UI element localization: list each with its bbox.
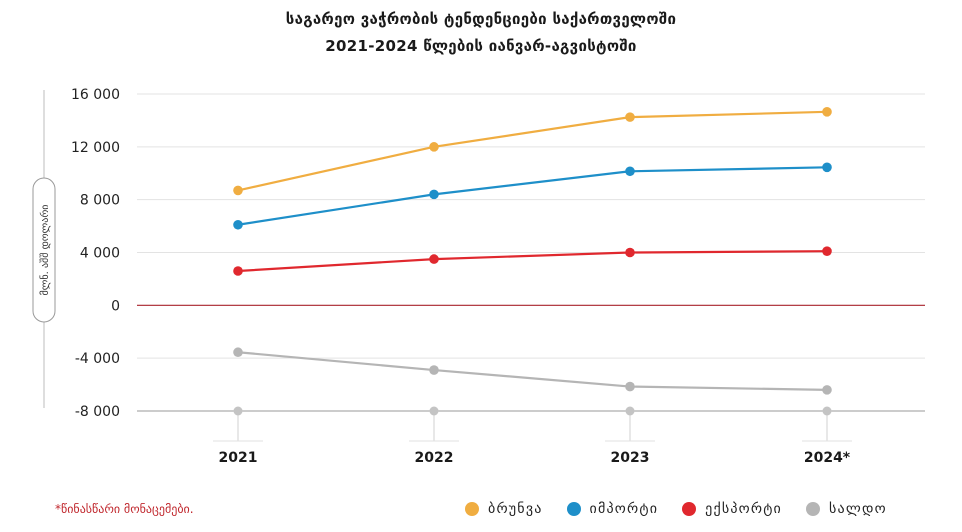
y-tick-label: -4 000 — [75, 351, 120, 367]
data-point-1-0 — [233, 219, 243, 230]
series-line-3 — [237, 351, 828, 391]
legend-item-turnover: ბრუნვა — [465, 501, 543, 517]
axis-marker — [429, 406, 439, 416]
data-point-0-2 — [625, 112, 635, 122]
data-point-1-2 — [625, 166, 635, 177]
data-point-3-2 — [625, 381, 635, 392]
data-point-2-0 — [233, 266, 243, 276]
legend-dot-turnover — [465, 502, 479, 516]
footnote: *წინასწარი მონაცემები. — [55, 502, 194, 516]
data-point-2-2 — [625, 247, 635, 258]
y-axis-title-text: მლნ. აშშ დოლარი — [39, 205, 51, 296]
chart-title: საგარეო ვაჭრობის ტენდენციები საქართველოშ… — [285, 10, 677, 28]
series-line-0 — [237, 110, 828, 192]
legend-item-import: იმპორტი — [566, 501, 659, 517]
legend-label-turnover: ბრუნვა — [488, 501, 543, 517]
x-tick-label: 2023 — [611, 450, 650, 466]
data-point-3-1 — [429, 365, 439, 375]
legend-dot-balance — [806, 502, 821, 516]
y-tick-label: -8 000 — [75, 404, 120, 420]
data-point-1-1 — [429, 189, 439, 200]
data-point-2-1 — [429, 254, 439, 264]
legend-label-import: იმპორტი — [589, 501, 659, 517]
y-tick-label: 8 000 — [80, 193, 120, 209]
y-axis-title-pill — [32, 177, 56, 323]
data-point-0-3 — [822, 107, 832, 117]
series-line-1 — [237, 166, 828, 226]
x-tick-label: 2021 — [219, 450, 258, 466]
legend-dot-export — [682, 502, 697, 516]
series-line-2 — [237, 250, 828, 273]
y-tick-label: 12 000 — [71, 140, 120, 156]
y-axis-title: მლნ. აშშ დოლარი — [32, 177, 56, 323]
legend-item-balance: სალდო — [806, 501, 887, 517]
y-tick-label: 16 000 — [71, 87, 120, 103]
chart-subtitle: 2021-2024 წლების იანვარ-აგვისტოში — [325, 37, 637, 55]
data-point-1-3 — [822, 162, 832, 173]
y-tick-label: 0 — [111, 298, 120, 314]
data-point-3-3 — [822, 385, 832, 395]
data-point-0-0 — [233, 185, 243, 196]
data-point-3-0 — [233, 347, 243, 358]
legend-label-balance: სალდო — [829, 501, 887, 517]
axis-marker — [233, 406, 243, 416]
legend-dot-import — [566, 502, 581, 516]
legend-item-export: ექსპორტი — [682, 501, 782, 517]
y-tick-label: 4 000 — [80, 246, 120, 262]
data-point-0-1 — [429, 142, 439, 152]
legend-label-export: ექსპორტი — [705, 501, 783, 517]
axis-marker — [625, 406, 635, 416]
data-point-2-3 — [822, 246, 832, 256]
x-tick-label: 2024* — [804, 450, 851, 466]
x-tick-label: 2022 — [415, 450, 454, 466]
axis-marker — [822, 406, 832, 416]
chart-legend: ბრუნვა იმპორტი ექსპორტი სალდო — [465, 501, 887, 517]
